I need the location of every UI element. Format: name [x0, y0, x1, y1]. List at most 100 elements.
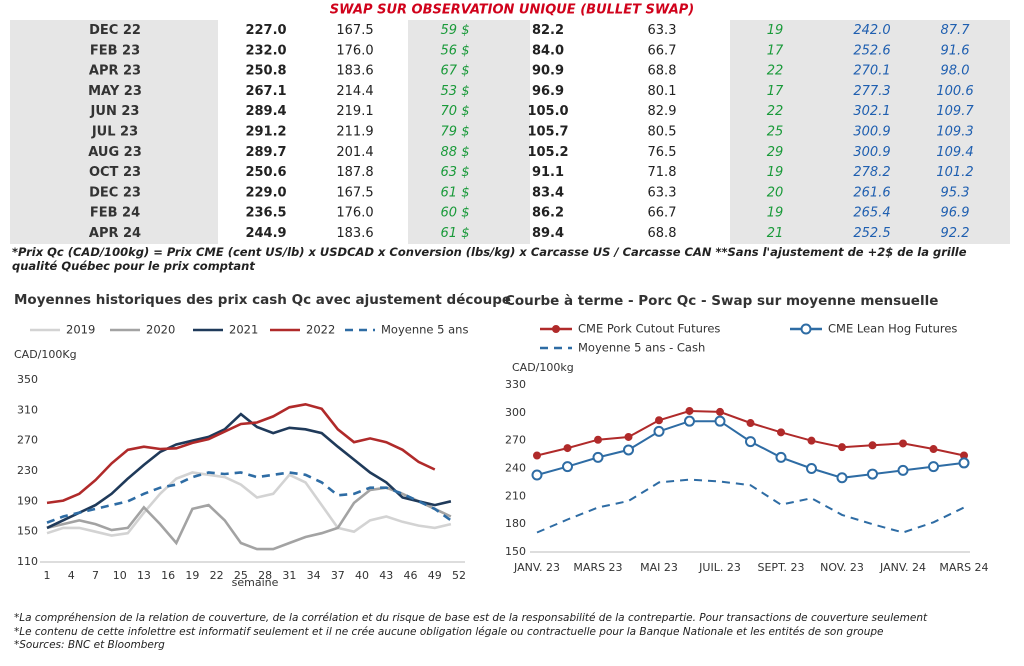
cell: 68.8: [648, 64, 677, 79]
cell: 17: [767, 43, 784, 58]
point: [838, 443, 846, 452]
table-note: *Prix Qc (CAD/100kg) = Prix CME (cent US…: [12, 245, 967, 273]
cell: 60 $: [441, 206, 470, 221]
point: [868, 441, 877, 450]
point: [684, 415, 695, 427]
cell: 176.0: [336, 206, 373, 221]
cell: 100.6: [936, 84, 973, 99]
row-label: JUN 23: [90, 104, 140, 119]
point: [594, 435, 602, 444]
y-tick-label: 310: [17, 403, 38, 416]
row-label: AUG 23: [88, 145, 142, 160]
cell: 87.7: [941, 23, 971, 38]
cell: 109.4: [936, 145, 973, 160]
cell: 232.0: [245, 43, 286, 58]
legend-label: 2020: [146, 323, 175, 337]
row-label: DEC 22: [89, 23, 141, 38]
point: [624, 432, 633, 441]
band: [408, 20, 530, 244]
cell: 90.9: [532, 64, 564, 79]
y-tick-label: 180: [505, 517, 526, 530]
y-tick-label: 240: [505, 462, 526, 475]
x-tick-label: 31: [282, 569, 296, 582]
cell: 105.2: [527, 145, 568, 160]
point: [958, 457, 970, 469]
x-tick-label: 16: [161, 569, 175, 582]
cell: 29: [767, 145, 784, 160]
cell: 211.9: [336, 125, 373, 140]
cell: 17: [767, 84, 784, 99]
legend-label: 2019: [66, 323, 95, 337]
cell: 88 $: [441, 145, 470, 160]
x-tick-label: NOV. 23: [820, 561, 864, 574]
cell: 91.6: [941, 43, 970, 58]
cell: 91.1: [532, 165, 564, 180]
cell: 59 $: [441, 23, 470, 38]
footnote: *La compréhension de la relation de couv…: [14, 612, 928, 624]
point: [533, 451, 541, 460]
cell: 21: [767, 226, 784, 241]
legend-label: 2021: [229, 323, 258, 337]
cell: 302.1: [853, 104, 890, 119]
y-tick-label: 150: [505, 545, 526, 558]
cell: 101.2: [936, 165, 973, 180]
cell: 261.6: [853, 185, 890, 200]
cell: 236.5: [245, 206, 286, 221]
cell: 20: [767, 185, 784, 200]
cell: 252.5: [853, 226, 890, 241]
cell: 167.5: [336, 23, 373, 38]
x-tick-label: SEPT. 23: [758, 561, 805, 574]
legend-marker: [800, 323, 812, 335]
cell: 229.0: [245, 185, 286, 200]
cell: 79 $: [441, 125, 470, 140]
cell: 214.4: [336, 84, 373, 99]
cell: 61 $: [441, 226, 470, 241]
cell: 82.9: [648, 104, 677, 119]
cell: 25: [767, 125, 784, 140]
x-tick-label: 28: [258, 569, 272, 582]
footnote: *Le contenu de cette infolettre est info…: [14, 626, 884, 638]
cell: 289.7: [245, 145, 286, 160]
x-tick-label: MARS 23: [573, 561, 622, 574]
cell: 250.8: [245, 64, 286, 79]
x-tick-label: 43: [379, 569, 393, 582]
point: [655, 416, 663, 425]
legend-marker: [552, 325, 560, 333]
cell: 187.8: [336, 165, 373, 180]
cell: 105.0: [527, 104, 568, 119]
x-tick-label: 10: [113, 569, 127, 582]
point: [623, 444, 634, 456]
cell: 89.4: [532, 226, 564, 241]
y-tick-label: 330: [505, 378, 526, 391]
point: [531, 469, 543, 481]
cell: 96.9: [532, 84, 564, 99]
row-label: FEB 24: [90, 206, 140, 221]
point: [563, 444, 572, 453]
cell: 22: [767, 64, 784, 79]
y-axis-label: CAD/100kg: [512, 361, 574, 374]
cell: 82.2: [532, 23, 564, 38]
series-line: [536, 409, 965, 457]
cell: 183.6: [336, 64, 373, 79]
cell: 242.0: [853, 23, 890, 38]
cell: 244.9: [245, 226, 286, 241]
point: [836, 472, 848, 484]
cell: 300.9: [853, 145, 890, 160]
x-tick-label: 13: [137, 569, 151, 582]
cell: 66.7: [648, 43, 677, 58]
y-tick-label: 150: [17, 525, 38, 538]
cell: 201.4: [336, 145, 373, 160]
cell: 80.1: [648, 84, 677, 99]
cell: 183.6: [336, 226, 373, 241]
cell: 227.0: [245, 23, 286, 38]
cell: 109.7: [936, 104, 974, 119]
cell: 252.6: [853, 43, 890, 58]
point: [592, 451, 604, 463]
cell: 270.1: [853, 64, 890, 79]
cell: 92.2: [941, 226, 970, 241]
cell: 96.9: [941, 206, 970, 221]
cell: 56 $: [441, 43, 470, 58]
y-tick-label: 190: [17, 494, 38, 507]
x-tick-label: 22: [210, 569, 224, 582]
row-label: DEC 23: [89, 185, 141, 200]
